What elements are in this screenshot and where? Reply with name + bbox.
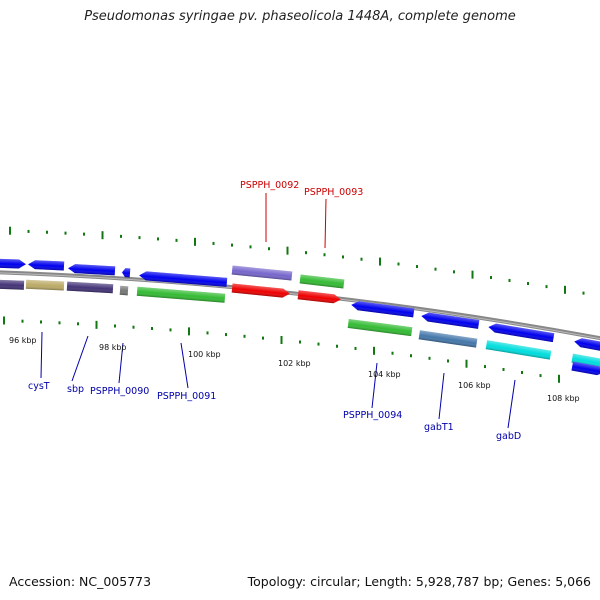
gene-arrow — [421, 312, 480, 329]
gene-arrow — [139, 271, 228, 287]
accession-text: Accession: NC_005773 — [9, 574, 152, 589]
gene-arrow — [231, 265, 293, 281]
gene-label-leader — [324, 198, 327, 249]
gene-label: PSPPH_0091 — [157, 391, 216, 402]
gene-arrow — [418, 330, 478, 348]
scale-label: 100 kbp — [188, 350, 221, 359]
topology-text: Topology: circular; Length: 5,928,787 bp… — [247, 574, 591, 589]
ticks-layer — [3, 226, 585, 383]
gene-label: sbp — [67, 384, 84, 395]
gene-arrow — [351, 301, 415, 318]
gene-label-leader — [71, 335, 89, 382]
gene-arrow — [231, 283, 290, 298]
map-title: Pseudomonas syringae pv. phaseolicola 14… — [84, 9, 516, 24]
gene-arrow — [66, 281, 114, 294]
scale-label: 96 kbp — [9, 336, 37, 345]
gene-arrow — [0, 279, 25, 290]
gene-label-leader — [40, 331, 43, 379]
gene-arrow — [488, 323, 555, 343]
gene-label-leader — [507, 379, 516, 429]
gene-label-leader — [371, 362, 378, 409]
gene-arrow — [299, 274, 345, 289]
gene-arrow — [136, 286, 226, 303]
gene-arrow — [0, 258, 26, 269]
leaders-layer — [40, 193, 516, 429]
genes-layer — [0, 258, 600, 376]
gene-label: gabT1 — [424, 422, 454, 433]
gene-label: gabD — [496, 431, 521, 442]
gene-arrow — [28, 260, 65, 271]
gene-arrow — [347, 318, 413, 337]
gene-arrow — [571, 361, 600, 376]
gene-arrow — [297, 290, 341, 304]
gene-label-leader — [438, 372, 445, 420]
scale-label: 106 kbp — [458, 381, 491, 390]
gene-arrow — [485, 340, 552, 360]
gene-label-leader — [118, 342, 124, 384]
gene-label: PSPPH_0094 — [343, 410, 402, 421]
gene-label-leader — [180, 342, 189, 389]
gene-label: cysT — [28, 381, 50, 392]
gene-arrow — [68, 264, 116, 276]
gene-arrow — [122, 268, 131, 278]
scale-label: 108 kbp — [547, 394, 580, 403]
scale-label: 98 kbp — [99, 343, 127, 352]
scale-layer: 96 kbp 98 kbp 100 kbp 102 kbp 104 kbp 106 kbp… — [9, 336, 580, 403]
gene-label: PSPPH_0093 — [304, 187, 363, 198]
gene-arrow — [571, 353, 600, 369]
labels-layer: PSPPH_0092 PSPPH_0093 cysT sbp PSPPH_0090 PSP… — [28, 180, 521, 442]
gene-arrow — [119, 285, 129, 296]
gene-label: PSPPH_0092 — [240, 180, 299, 191]
scale-label: 104 kbp — [368, 370, 401, 379]
gene-arrow — [25, 279, 65, 291]
gene-label: PSPPH_0090 — [90, 386, 149, 397]
gene-arrow — [574, 338, 600, 352]
scale-label: 102 kbp — [278, 359, 311, 368]
